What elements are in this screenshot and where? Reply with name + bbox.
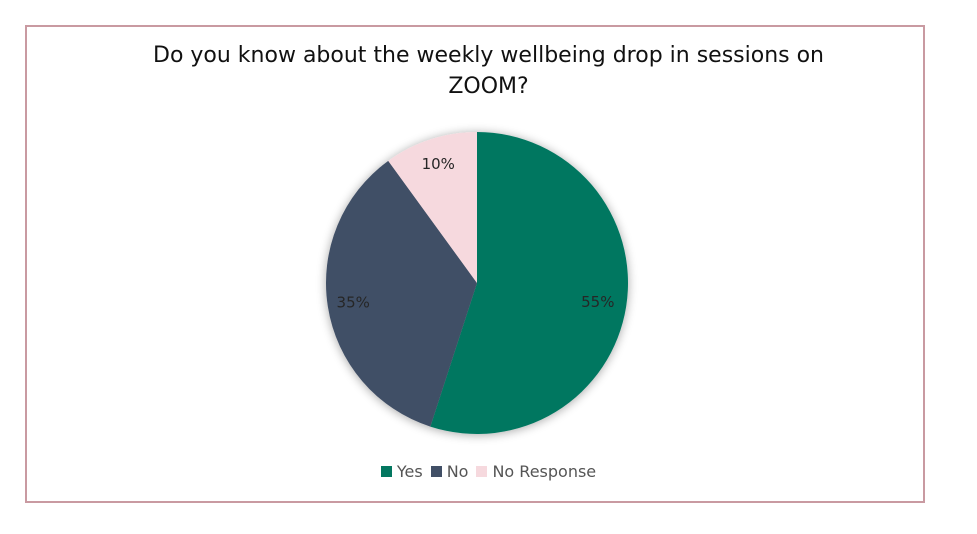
legend-swatch: [430, 466, 442, 477]
pie-slices: [326, 132, 628, 434]
data-label-yes: 55%: [581, 293, 614, 311]
chart-legend: Yes No No Response: [0, 462, 977, 481]
legend-item-no: No: [430, 462, 469, 481]
pie-slice-no: [326, 160, 477, 427]
data-label-no-response: 10%: [422, 155, 455, 173]
legend-item-no-response: No Response: [476, 462, 596, 481]
legend-label: No: [446, 462, 469, 481]
legend-item-yes: Yes: [380, 462, 423, 481]
pie-slice-yes: [430, 132, 628, 434]
data-label-no: 35%: [337, 294, 370, 312]
legend-label: No Response: [492, 462, 597, 481]
legend-swatch: [380, 466, 392, 477]
legend-swatch: [476, 466, 488, 477]
chart-title: Do you know about the weekly wellbeing d…: [0, 40, 977, 102]
pie-data-labels: 55% 35% 10%: [337, 155, 615, 312]
chart-title-text: Do you know about the weekly wellbeing d…: [153, 43, 824, 99]
pie-slice-no-response: [388, 132, 477, 283]
legend-label: Yes: [396, 462, 423, 481]
